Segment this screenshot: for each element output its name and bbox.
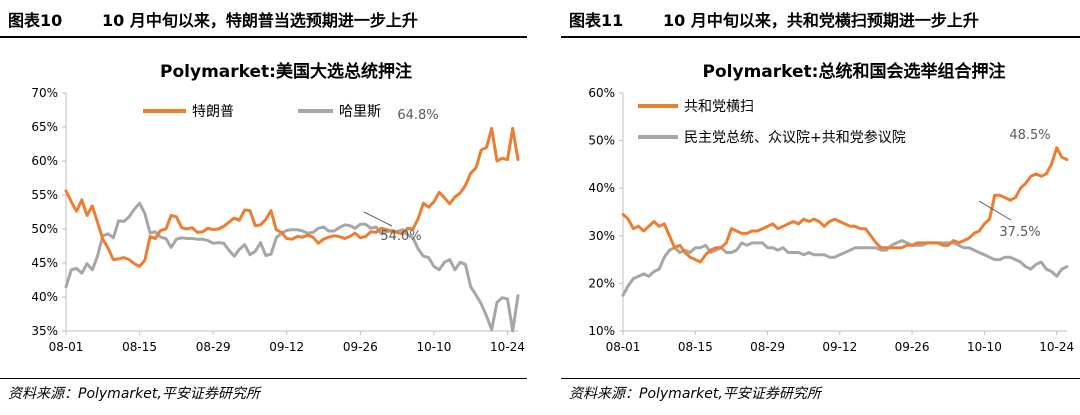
x-tick-label: 08-15 xyxy=(678,340,713,354)
figure-header: 图表11 10 月中旬以来，共和党横扫预期进一步上升 xyxy=(561,0,1080,34)
x-tick-label: 10-24 xyxy=(1039,340,1074,354)
legend-label: 哈里斯 xyxy=(339,104,381,120)
y-tick-label: 10% xyxy=(588,324,615,338)
x-tick-label: 10-24 xyxy=(490,340,525,354)
source-note: 资料来源：Polymarket,平安证券研究所 xyxy=(569,386,821,402)
figure-title: 10 月中旬以来，特朗普当选预期进一步上升 xyxy=(102,11,418,30)
x-tick-label: 08-29 xyxy=(196,340,231,354)
header-divider xyxy=(561,36,1080,38)
data-annotation: 37.5% xyxy=(999,225,1040,240)
annotation-leader xyxy=(363,211,393,227)
x-tick-label: 09-12 xyxy=(822,340,857,354)
y-tick-label: 35% xyxy=(31,324,58,338)
footer-divider xyxy=(561,378,1080,379)
y-tick-label: 40% xyxy=(588,181,615,195)
figure-label: 图表10 xyxy=(8,11,63,30)
header-divider xyxy=(0,36,527,38)
x-tick-label: 10-10 xyxy=(416,340,451,354)
annotation-leader xyxy=(978,200,1012,221)
line-chart-congress-combo: Polymarket:总统和国会选举组合押注 10% 20% 30% 40% 50% 60%… xyxy=(588,61,1074,354)
x-tick-label: 10-10 xyxy=(967,340,1002,354)
x-tick-label: 08-15 xyxy=(122,340,157,354)
series-line-orange xyxy=(621,146,1069,264)
line-chart-trump-harris: Polymarket:美国大选总统押注 35% 40% 45% 50% 55% 60% 65%… xyxy=(31,61,525,354)
y-tick-label: 60% xyxy=(31,154,58,168)
y-tick-label: 45% xyxy=(31,256,58,270)
figure-header: 图表10 10 月中旬以来，特朗普当选预期进一步上升 xyxy=(0,0,527,34)
x-tick-label: 08-01 xyxy=(606,340,641,354)
y-tick-label: 65% xyxy=(31,120,58,134)
chart-title: Polymarket:美国大选总统押注 xyxy=(160,61,412,82)
y-tick-label: 50% xyxy=(31,222,58,236)
legend-label: 民主党总统、众议院+共和党参议院 xyxy=(684,129,906,146)
series-line-orange xyxy=(64,126,520,268)
x-tick-label: 09-26 xyxy=(895,340,930,354)
figure-panel-left: 图表10 10 月中旬以来，特朗普当选预期进一步上升 Polymarket:美国… xyxy=(0,0,527,415)
legend-label: 特朗普 xyxy=(192,104,234,120)
y-tick-label: 40% xyxy=(31,290,58,304)
series-line-grey xyxy=(621,239,1069,297)
y-tick-label: 50% xyxy=(588,134,615,148)
y-tick-label: 60% xyxy=(588,86,615,100)
x-tick-label: 08-01 xyxy=(49,340,84,354)
y-tick-label: 30% xyxy=(588,229,615,243)
chart-title: Polymarket:总统和国会选举组合押注 xyxy=(703,61,1006,82)
x-tick-label: 08-29 xyxy=(750,340,785,354)
y-tick-label: 20% xyxy=(588,276,615,290)
footer-divider xyxy=(0,378,527,379)
legend-label: 共和党横扫 xyxy=(684,99,754,115)
figure-title: 10 月中旬以来，共和党横扫预期进一步上升 xyxy=(663,11,979,30)
series-line-grey xyxy=(64,201,520,333)
data-annotation: 54.0% xyxy=(380,229,421,244)
x-tick-label: 09-12 xyxy=(269,340,304,354)
data-annotation: 64.8% xyxy=(397,108,438,123)
y-tick-label: 70% xyxy=(31,86,58,100)
y-tick-label: 55% xyxy=(31,188,58,202)
figure-label: 图表11 xyxy=(569,11,624,30)
source-note: 资料来源：Polymarket,平安证券研究所 xyxy=(8,386,260,402)
figure-panel-right: 图表11 10 月中旬以来，共和党横扫预期进一步上升 Polymarket:总统… xyxy=(561,0,1080,415)
data-annotation: 48.5% xyxy=(1009,128,1050,143)
x-tick-label: 09-26 xyxy=(343,340,378,354)
